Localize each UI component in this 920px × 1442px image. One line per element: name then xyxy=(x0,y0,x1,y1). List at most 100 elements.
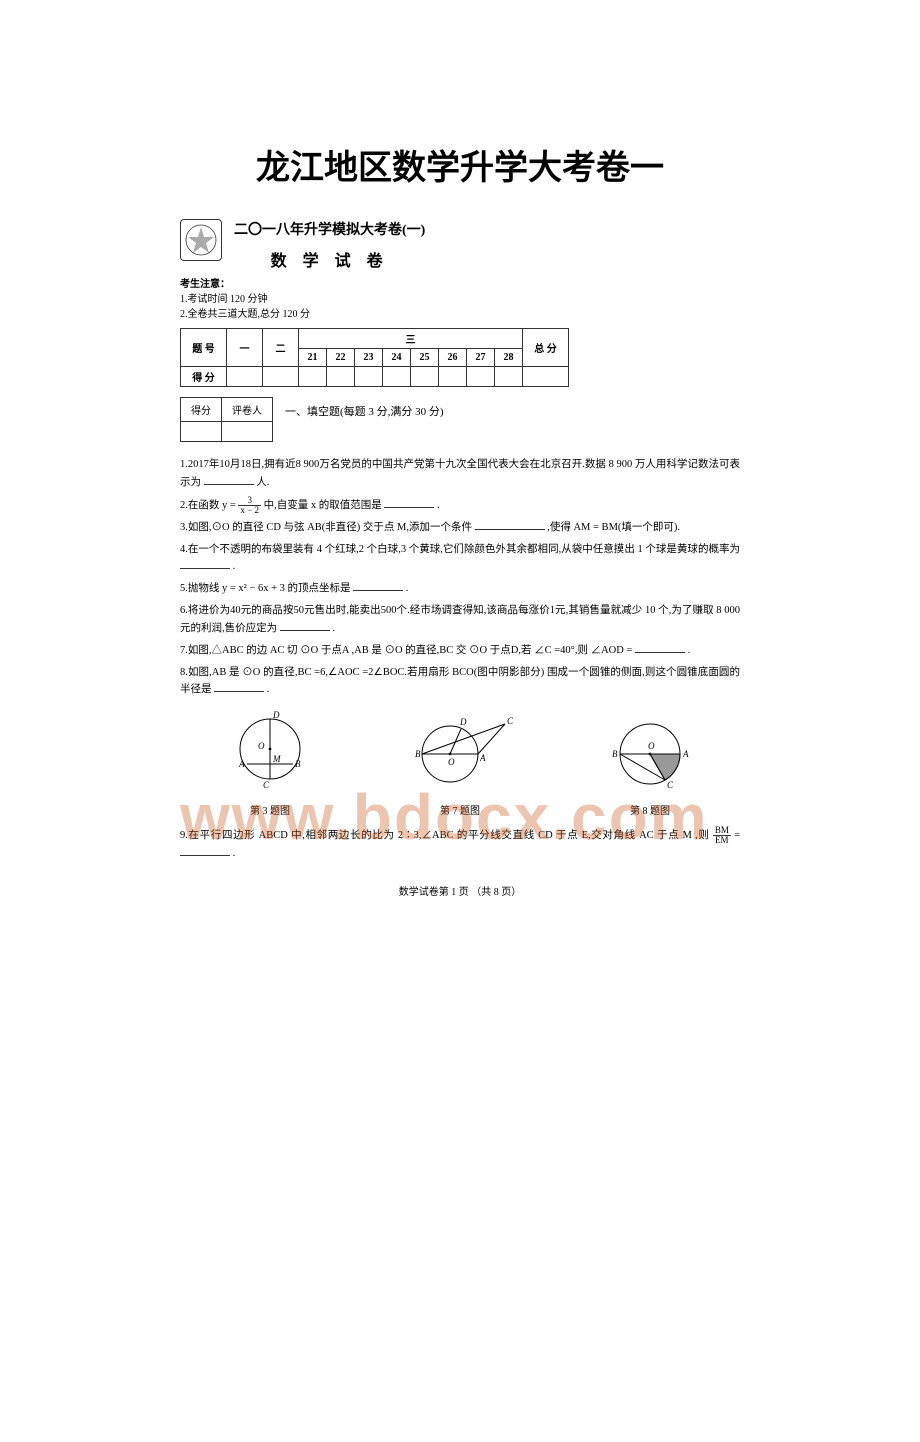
col-two: 二 xyxy=(263,329,299,367)
logo-icon xyxy=(180,219,222,261)
table-row: 得 分 xyxy=(181,367,569,387)
answer-blank xyxy=(384,497,434,508)
notice-line2: 2.全卷共三道大题,总分 120 分 xyxy=(180,307,740,322)
section-1-title: 一、填空题(每题 3 分,满分 30 分) xyxy=(285,403,444,419)
q7-suffix: . xyxy=(688,645,691,656)
figure-8: A B O C 第 8 题图 xyxy=(605,709,695,820)
fig3-caption: 第 3 题图 xyxy=(225,803,315,820)
svg-text:B: B xyxy=(612,749,618,759)
svg-text:C: C xyxy=(507,716,514,726)
col-three: 三 xyxy=(299,329,523,349)
table-row: 题 号 一 二 三 总 分 xyxy=(181,329,569,349)
svg-text:O: O xyxy=(448,757,455,767)
score-cell xyxy=(263,367,299,387)
q2-b: 中,自变量 x 的取值范围是 xyxy=(264,500,382,511)
blank-cell xyxy=(181,422,222,442)
main-title: 龙江地区数学升学大考卷一 xyxy=(0,140,920,189)
mini-grader: 评卷人 xyxy=(222,398,273,422)
question-6: 6.将进价为40元的商品按50元售出时,能卖出500个.经市场调查得知,该商品每… xyxy=(180,602,740,638)
answer-blank xyxy=(353,580,403,591)
subcol: 28 xyxy=(495,349,523,367)
question-2: 2.在函数 y = 3 x − 2 中,自变量 x 的取值范围是 . xyxy=(180,496,740,515)
subcol: 21 xyxy=(299,349,327,367)
question-1: 1.2017年10月18日,拥有近8 900万名党员的中国共产党第十九次全国代表… xyxy=(180,456,740,492)
q7-text: 7.如图,△ABC 的边 AC 切 ⊙O 于点A ,AB 是 ⊙O 的直径,BC… xyxy=(180,645,632,656)
notice-heading: 考生注意： xyxy=(180,277,740,292)
notice-line1: 1.考试时间 120 分钟 xyxy=(180,292,740,307)
header-question-num: 题 号 xyxy=(181,329,227,367)
question-8: 8.如图,AB 是 ⊙O 的直径,BC =6,∠AOC =2∠BOC.若用扇形 … xyxy=(180,664,740,700)
score-cell xyxy=(327,367,355,387)
header-score: 得 分 xyxy=(181,367,227,387)
subcol: 26 xyxy=(439,349,467,367)
q8-suffix: . xyxy=(267,684,270,695)
score-cell xyxy=(227,367,263,387)
answer-blank xyxy=(475,519,545,530)
answer-blank xyxy=(635,642,685,653)
svg-text:A: A xyxy=(682,749,689,759)
questions-block: 1.2017年10月18日,拥有近8 900万名党员的中国共产党第十九次全国代表… xyxy=(180,456,740,863)
page-footer: 数学试卷第 1 页 （共 8 页） xyxy=(180,883,740,898)
question-3: 3.如图,⊙O 的直径 CD 与弦 AB(非直径) 交于点 M,添加一个条件 ,… xyxy=(180,519,740,537)
subcol: 22 xyxy=(327,349,355,367)
subcol: 25 xyxy=(411,349,439,367)
fig8-caption: 第 8 题图 xyxy=(605,803,695,820)
svg-text:M: M xyxy=(272,754,281,764)
answer-blank xyxy=(280,620,330,631)
q9-suffix: . xyxy=(233,848,236,859)
score-cell xyxy=(467,367,495,387)
score-cell xyxy=(439,367,467,387)
question-9: 9.在平行四边形 ABCD 中,相邻两边长的比为 2∶3,∠ABC 的平分线交直… xyxy=(180,826,740,863)
q2-a: 2.在函数 y = xyxy=(180,500,236,511)
score-cell xyxy=(355,367,383,387)
answer-blank xyxy=(214,681,264,692)
score-cell xyxy=(411,367,439,387)
col-total: 总 分 xyxy=(523,329,569,367)
fraction: 3 x − 2 xyxy=(238,496,261,515)
fraction: BM EM xyxy=(713,826,731,845)
fig7-caption: 第 7 题图 xyxy=(405,803,515,820)
svg-text:O: O xyxy=(648,741,655,751)
q6-text: 6.将进价为40元的商品按50元售出时,能卖出500个.经市场调查得知,该商品每… xyxy=(180,605,740,634)
table-row: 得分 评卷人 xyxy=(181,398,273,422)
subcol: 27 xyxy=(467,349,495,367)
q6-suffix: . xyxy=(332,623,335,634)
question-7: 7.如图,△ABC 的边 AC 切 ⊙O 于点A ,AB 是 ⊙O 的直径,BC… xyxy=(180,642,740,660)
blank-cell xyxy=(222,422,273,442)
grader-table: 得分 评卷人 xyxy=(180,397,273,442)
q5-suffix: . xyxy=(406,583,409,594)
subtitle-subject: 数 学 试 卷 xyxy=(234,247,425,271)
q3-b: ,使得 AM = BM(填一个即可). xyxy=(547,522,680,533)
score-cell xyxy=(383,367,411,387)
col-one: 一 xyxy=(227,329,263,367)
subcol: 24 xyxy=(383,349,411,367)
figures-row: D C A B O M 第 3 题图 B A xyxy=(180,709,740,820)
q2-suffix: . xyxy=(437,500,440,511)
q5-text: 5.抛物线 y = x² − 6x + 3 的顶点坐标是 xyxy=(180,583,351,594)
subcol: 23 xyxy=(355,349,383,367)
answer-blank xyxy=(180,558,230,569)
question-4: 4.在一个不透明的布袋里装有 4 个红球,2 个白球,3 个黄球,它们除颜色外其… xyxy=(180,541,740,577)
q4-suffix: . xyxy=(233,561,236,572)
subtitle-year: 二〇一八年升学模拟大考卷(一) xyxy=(234,219,425,239)
header-block: 二〇一八年升学模拟大考卷(一) 数 学 试 卷 xyxy=(180,219,740,271)
svg-text:D: D xyxy=(272,710,280,720)
q1-suffix: 人. xyxy=(256,477,269,488)
frac-den: EM xyxy=(713,836,731,845)
figure-7: B A O D C 第 7 题图 xyxy=(405,709,515,820)
q3-text: 3.如图,⊙O 的直径 CD 与弦 AB(非直径) 交于点 M,添加一个条件 xyxy=(180,522,472,533)
mini-score: 得分 xyxy=(181,398,222,422)
svg-text:O: O xyxy=(258,741,265,751)
exam-notice: 考生注意： 1.考试时间 120 分钟 2.全卷共三道大题,总分 120 分 xyxy=(180,277,740,322)
score-table: 题 号 一 二 三 总 分 21 22 23 24 25 26 27 28 得 … xyxy=(180,328,569,387)
q9-b: = xyxy=(734,830,740,841)
svg-text:C: C xyxy=(667,780,674,790)
svg-text:A: A xyxy=(238,759,245,769)
svg-text:C: C xyxy=(263,780,270,790)
svg-text:D: D xyxy=(459,717,467,727)
q9-a: 9.在平行四边形 ABCD 中,相邻两边长的比为 2∶3,∠ABC 的平分线交直… xyxy=(180,830,710,841)
svg-text:A: A xyxy=(479,753,486,763)
figure-3: D C A B O M 第 3 题图 xyxy=(225,709,315,820)
frac-den: x − 2 xyxy=(238,506,261,515)
svg-text:B: B xyxy=(415,749,421,759)
